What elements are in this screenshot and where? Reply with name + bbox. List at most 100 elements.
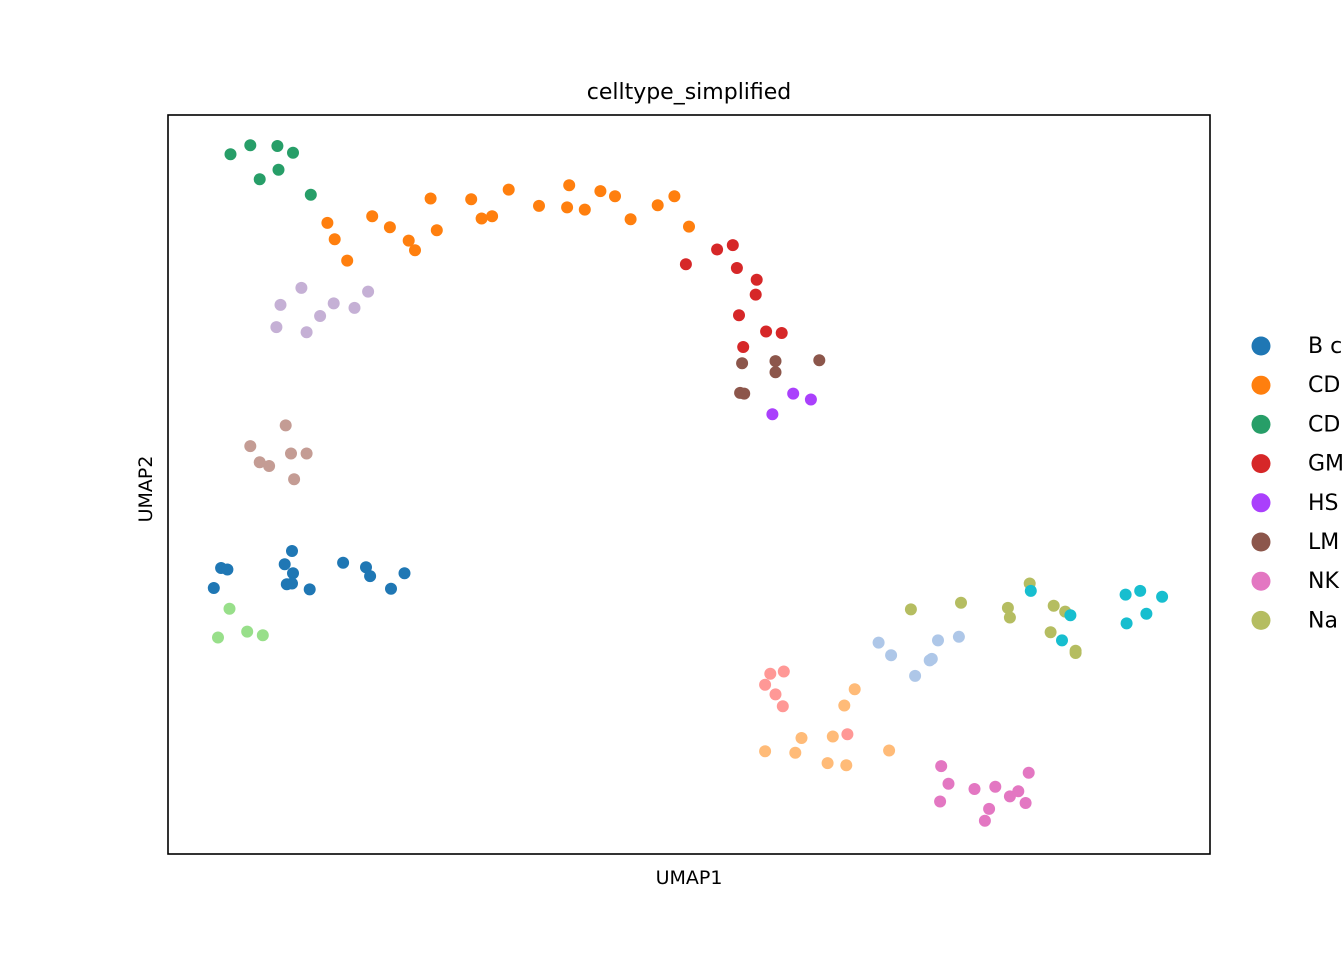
data-point-s10-1 [789, 746, 802, 759]
data-point-s10-4 [826, 730, 839, 743]
data-point-s0-11 [364, 570, 377, 583]
data-point-s1-4 [383, 221, 396, 234]
data-point-s7-9 [1069, 647, 1082, 659]
legend-label-1: CD [1308, 373, 1340, 398]
legend-marker-0 [1251, 336, 1271, 356]
data-point-s11-3 [776, 700, 789, 713]
data-point-s0-4 [286, 545, 298, 557]
legend-marker-2 [1251, 414, 1271, 434]
data-point-s12-3 [256, 629, 269, 642]
x-axis-label: UMAP1 [656, 867, 723, 889]
data-point-s8-5 [1120, 617, 1133, 630]
data-point-s6-5 [983, 802, 996, 815]
data-point-s1-7 [424, 192, 437, 205]
data-point-s5-5 [813, 354, 826, 367]
data-point-s11-2 [769, 688, 782, 701]
legend-marker-5 [1251, 532, 1271, 552]
data-point-s1-13 [533, 199, 545, 212]
legend-label-6: NK [1308, 569, 1339, 594]
data-point-s10-5 [840, 759, 853, 772]
legend-label-7: Na [1308, 608, 1338, 633]
chart-title: celltype_simplified [587, 80, 792, 105]
data-point-s2-3 [271, 140, 284, 152]
data-point-s10-8 [883, 744, 896, 757]
data-point-s5-2 [738, 387, 751, 400]
data-point-s0-12 [385, 582, 397, 595]
data-point-s1-1 [328, 233, 341, 246]
data-point-s8-2 [1056, 634, 1068, 647]
legend-label-4: HS [1308, 491, 1339, 516]
data-point-s1-17 [594, 185, 607, 198]
data-point-s4-2 [804, 393, 817, 406]
data-point-s6-4 [978, 814, 991, 827]
data-point-s1-2 [341, 254, 354, 267]
legend-label-0: B c [1308, 334, 1342, 359]
data-point-s1-12 [502, 183, 515, 196]
data-point-s14-4 [285, 447, 297, 460]
data-point-s1-9 [465, 193, 478, 206]
data-point-s11-1 [764, 667, 777, 680]
data-point-s7-6 [1044, 626, 1057, 639]
data-point-s1-18 [609, 190, 621, 203]
data-point-s12-0 [223, 602, 236, 615]
legend-marker-3 [1251, 454, 1271, 474]
data-point-s13-1 [274, 298, 287, 311]
data-point-s1-8 [430, 224, 443, 237]
data-point-s3-7 [737, 341, 750, 353]
data-point-s13-5 [327, 297, 340, 310]
y-axis-label: UMAP2 [135, 456, 157, 523]
data-point-s1-20 [651, 199, 664, 212]
data-point-s14-0 [244, 440, 257, 453]
data-point-s14-2 [263, 460, 276, 472]
data-point-s0-0 [207, 582, 220, 594]
data-point-s12-2 [241, 625, 254, 638]
data-point-s0-8 [303, 583, 316, 596]
data-point-s13-7 [362, 285, 375, 298]
data-point-s8-1 [1064, 609, 1077, 622]
data-point-s7-3 [1003, 611, 1016, 624]
data-point-s1-0 [321, 216, 334, 229]
data-point-s9-0 [872, 636, 885, 649]
data-point-s1-6 [409, 244, 421, 257]
data-point-s0-2 [221, 563, 234, 576]
data-point-s14-3 [279, 419, 292, 432]
data-point-s3-2 [726, 239, 739, 252]
data-point-s9-5 [925, 652, 938, 665]
data-point-s3-1 [711, 243, 724, 256]
data-point-s6-0 [935, 760, 948, 773]
data-point-s4-0 [766, 408, 779, 421]
data-point-s7-1 [955, 596, 967, 609]
data-point-s6-3 [968, 783, 981, 795]
data-point-s13-6 [348, 301, 361, 314]
data-point-s10-2 [795, 732, 808, 744]
data-point-s10-7 [848, 683, 861, 696]
data-point-s0-5 [287, 567, 299, 580]
data-point-s1-5 [402, 234, 415, 247]
data-point-s11-0 [759, 678, 772, 691]
data-point-s1-10 [475, 212, 488, 225]
data-point-s6-6 [989, 780, 1002, 793]
data-point-s8-6 [1140, 607, 1153, 620]
data-point-s7-2 [1001, 601, 1014, 614]
data-point-s0-13 [398, 567, 411, 580]
data-point-s7-0 [904, 603, 917, 616]
data-point-s13-3 [300, 326, 313, 339]
data-point-s6-2 [934, 795, 947, 808]
data-point-s13-0 [270, 321, 283, 334]
data-point-s13-2 [295, 281, 308, 294]
data-point-s14-5 [288, 473, 301, 486]
data-point-s8-3 [1119, 588, 1132, 601]
data-point-s1-22 [683, 220, 695, 233]
data-point-s4-1 [787, 387, 800, 400]
data-point-s5-0 [736, 357, 749, 370]
data-point-s13-4 [314, 310, 327, 322]
data-point-s2-4 [272, 163, 285, 176]
data-point-s6-9 [1019, 797, 1032, 809]
data-point-s0-9 [337, 556, 350, 569]
data-point-s12-1 [212, 631, 224, 644]
data-point-s1-3 [366, 210, 379, 223]
data-point-s3-9 [775, 327, 788, 339]
data-point-s1-21 [668, 190, 681, 203]
data-point-s1-16 [578, 203, 591, 216]
